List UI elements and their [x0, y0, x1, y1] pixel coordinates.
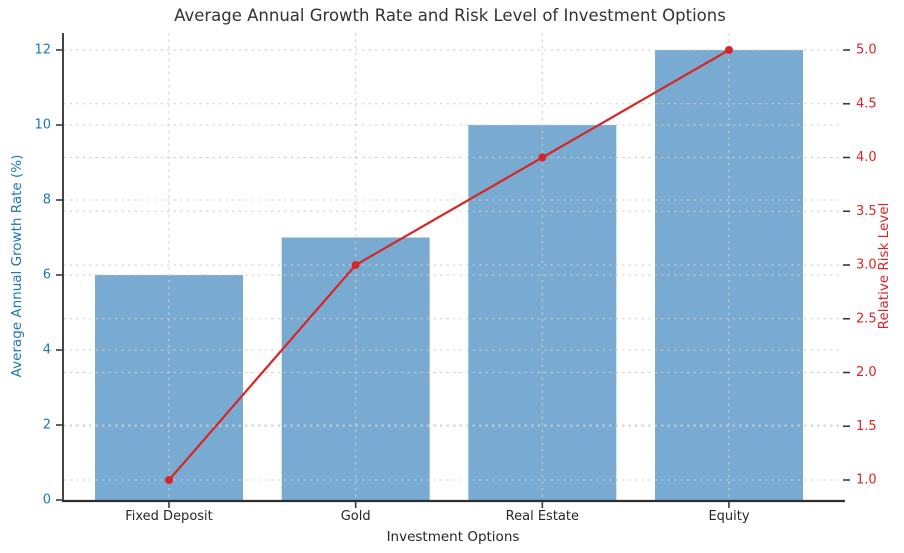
right-tick-label-1.0: 1.0 — [856, 473, 877, 488]
left-tick-label-10: 10 — [34, 118, 51, 133]
x-tick-label-equity: Equity — [708, 509, 749, 524]
x-tick-label-real-estate: Real Estate — [506, 509, 579, 524]
x-tick-label-gold: Gold — [341, 509, 371, 524]
right-tick-label-4.5: 4.5 — [856, 96, 877, 111]
right-tick-label-1.5: 1.5 — [856, 419, 877, 434]
left-tick-label-6: 6 — [43, 268, 51, 283]
tick-labels-layer: 0 2 4 6 8 10 12 1.0 1.5 2.0 2.5 3.0 3.5 4.0 4.5 5.0 Fixe… — [34, 43, 876, 525]
right-tick-label-3.0: 3.0 — [856, 258, 877, 273]
right-tick-label-4.0: 4.0 — [856, 150, 877, 165]
bar-gold — [281, 237, 430, 500]
right-tick-label-5.0: 5.0 — [856, 43, 877, 58]
left-y-axis-label: Average Annual Growth Rate (%) — [9, 155, 25, 378]
risk-line-layer — [165, 46, 733, 484]
chart-title: Average Annual Growth Rate and Risk Leve… — [174, 6, 726, 25]
risk-marker-real-estate — [538, 153, 547, 162]
left-tick-label-0: 0 — [43, 493, 51, 508]
left-tick-label-2: 2 — [43, 418, 51, 433]
right-tick-label-2.0: 2.0 — [856, 365, 877, 380]
risk-marker-gold — [351, 261, 360, 269]
right-tick-label-2.5: 2.5 — [856, 311, 877, 326]
risk-marker-equity — [725, 46, 733, 54]
axes-layer — [56, 33, 850, 508]
right-tick-label-3.5: 3.5 — [856, 204, 877, 219]
right-y-axis-label: Relative Risk Level — [876, 203, 892, 330]
bar-fixed-deposit — [95, 275, 243, 500]
grid-layer — [63, 33, 843, 500]
left-tick-label-12: 12 — [34, 43, 51, 58]
risk-line — [168, 49, 730, 481]
risk-marker-fixed-deposit — [165, 476, 173, 484]
x-axis-label: Investment Options — [387, 529, 520, 545]
left-tick-label-4: 4 — [43, 343, 51, 358]
left-tick-label-8: 8 — [43, 193, 51, 208]
x-tick-label-fixed-deposit: Fixed Deposit — [125, 509, 213, 524]
